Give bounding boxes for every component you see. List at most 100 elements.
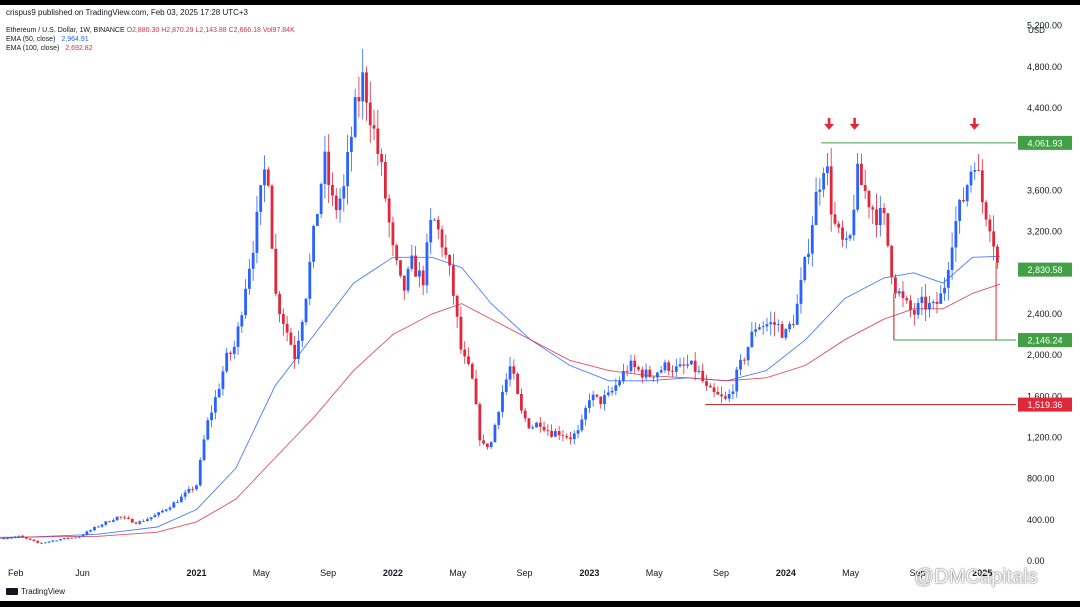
candle xyxy=(85,530,89,536)
candle-body xyxy=(572,433,576,440)
candle-body xyxy=(886,213,890,246)
candle xyxy=(844,231,848,249)
candle-body xyxy=(380,154,383,163)
candle-body xyxy=(444,247,448,255)
candle xyxy=(535,421,538,428)
candle-body xyxy=(754,329,758,332)
legend-ema50-row[interactable]: EMA (50, close) 2,964.91 xyxy=(6,35,295,44)
down-arrow-icon xyxy=(824,117,835,130)
candle-body xyxy=(406,268,410,291)
price-label-text: 2,146.24 xyxy=(1027,336,1062,346)
candle xyxy=(334,188,338,219)
candle-body xyxy=(134,522,138,524)
candle-body xyxy=(950,247,954,270)
candle xyxy=(391,216,395,257)
candle xyxy=(810,216,814,267)
candle xyxy=(383,154,387,202)
candle-body xyxy=(799,279,803,304)
time-axis[interactable]: Feb Jun 2021 May Sep 2022 May Sep 2023 May Sep 2024… xyxy=(8,568,992,578)
candle-body xyxy=(485,443,489,448)
candle-body xyxy=(493,424,497,443)
candle-body xyxy=(342,186,346,199)
candle-body xyxy=(776,324,780,325)
tradingview-logo[interactable]: TradingView xyxy=(6,587,65,596)
bottom-frame-bar xyxy=(0,601,1080,607)
candle-body xyxy=(410,255,414,269)
candle xyxy=(202,434,206,462)
candle-body xyxy=(93,527,96,531)
candle-body xyxy=(826,166,829,174)
candle xyxy=(663,359,667,374)
candle-body xyxy=(206,420,210,440)
candle-body xyxy=(327,151,331,185)
candle xyxy=(890,244,894,285)
candle xyxy=(93,526,96,532)
candle-body xyxy=(59,539,62,541)
candle xyxy=(901,281,905,308)
candle-body xyxy=(958,199,962,221)
legend-symbol[interactable]: Ethereum / U.S. Dollar, 1W, BINANCE xyxy=(6,27,125,34)
candle xyxy=(77,536,81,539)
candle xyxy=(523,407,527,422)
chart-legend: Ethereum / U.S. Dollar, 1W, BINANCE O2,8… xyxy=(6,26,295,53)
candle xyxy=(40,542,43,544)
candle xyxy=(965,183,969,207)
candle-body xyxy=(334,195,338,211)
candle-body xyxy=(697,370,701,372)
candle-body xyxy=(939,293,943,304)
candle xyxy=(161,509,164,513)
y-tick-label: 4,400.00 xyxy=(1027,103,1062,113)
candle xyxy=(436,215,440,240)
x-tick-label: Feb xyxy=(8,568,24,578)
candle xyxy=(931,299,935,310)
candle-body xyxy=(671,370,674,372)
candle xyxy=(826,153,829,186)
candle-body xyxy=(365,72,368,103)
candle-body xyxy=(501,391,504,412)
candle-body xyxy=(727,393,731,399)
legend-ema100-row[interactable]: EMA (100, close) 2,692.82 xyxy=(6,44,295,53)
candle xyxy=(470,362,474,380)
candle xyxy=(924,284,928,322)
candle-body xyxy=(841,227,844,240)
candle xyxy=(928,295,931,318)
candle-body xyxy=(127,517,130,519)
x-tick-label: Sep xyxy=(320,568,336,578)
candle-body xyxy=(429,219,433,243)
candle-body xyxy=(489,442,493,448)
candle-body xyxy=(164,509,168,511)
candle xyxy=(618,376,622,388)
candle-body xyxy=(251,252,255,269)
candle xyxy=(996,244,999,269)
legend-ema100-value: 2,692.82 xyxy=(65,45,93,52)
tradingview-brand: TradingView xyxy=(21,587,66,596)
price-label: 2,830.58 xyxy=(1018,262,1072,277)
price-axis[interactable]: USD 5,200.00 4,800.00 4,400.00 3,600.00 3,20… xyxy=(1027,21,1062,566)
candle xyxy=(244,279,247,319)
candle-body xyxy=(890,245,894,278)
publisher-line: crispus9 published on TradingView.com, F… xyxy=(6,8,248,17)
candle-body xyxy=(750,331,754,348)
candle-body xyxy=(195,485,198,490)
candle xyxy=(833,201,837,227)
candle xyxy=(610,386,614,396)
candle xyxy=(365,66,368,121)
candle xyxy=(123,515,127,520)
price-labels: 4,061.93 2,830.58 2,146.24 1,519.36 xyxy=(1018,135,1072,412)
candle-body xyxy=(232,346,236,354)
candle xyxy=(606,385,610,397)
candle xyxy=(108,520,111,523)
candle xyxy=(701,363,705,383)
candle xyxy=(822,167,826,198)
legend-symbol-row: Ethereum / U.S. Dollar, 1W, BINANCE O2,8… xyxy=(6,26,295,35)
candle xyxy=(297,330,300,365)
candle xyxy=(327,134,331,204)
candle-body xyxy=(40,542,43,544)
candle xyxy=(361,49,365,120)
candle-body xyxy=(591,394,595,401)
candle-body xyxy=(659,370,663,373)
candle-body xyxy=(32,539,36,541)
arrow-shaft xyxy=(827,117,831,125)
candle-body xyxy=(119,516,123,518)
